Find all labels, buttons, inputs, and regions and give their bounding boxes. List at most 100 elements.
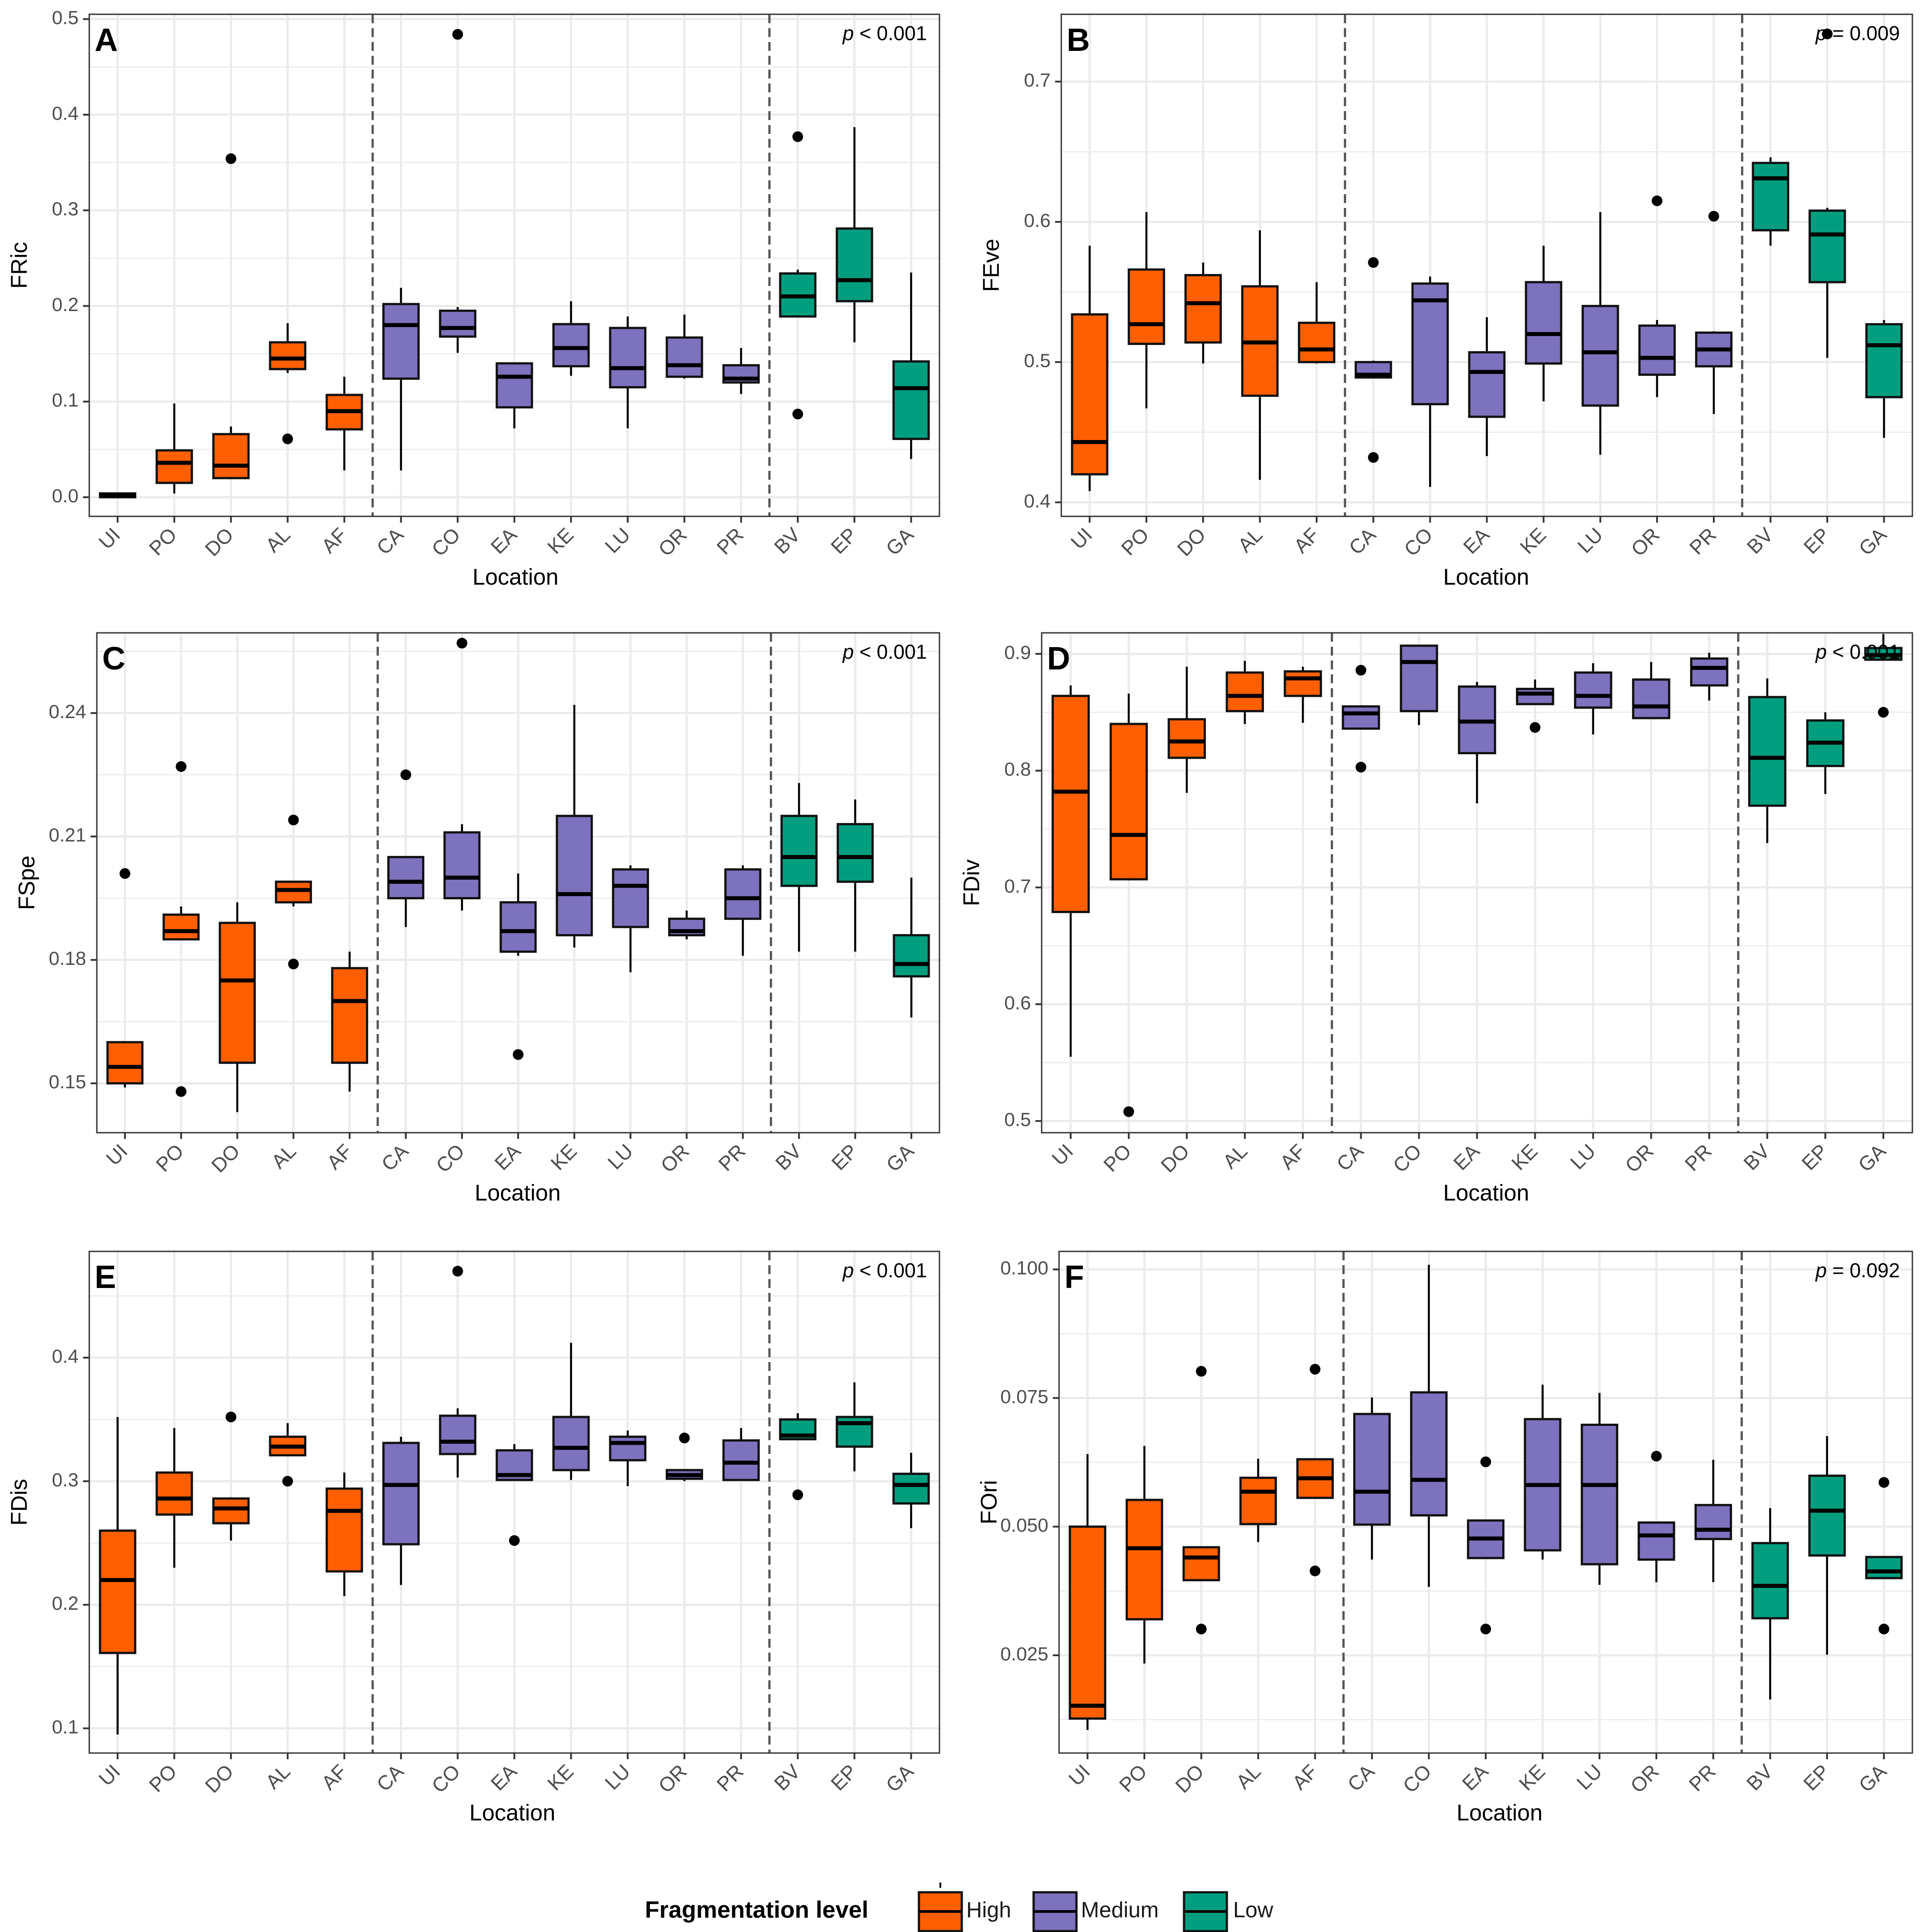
legend-label-low: Low: [1233, 1898, 1274, 1922]
box-ga: [892, 272, 930, 459]
p-value-e: p < 0.001: [842, 1259, 927, 1282]
p-value-f: p = 0.092: [1815, 1259, 1900, 1282]
box-outlier: [1651, 195, 1662, 206]
y-tick-label: 0.8: [1004, 759, 1031, 780]
box-outlier: [513, 1049, 524, 1060]
box-ep: [835, 1382, 873, 1471]
y-tick-label: 0.075: [1000, 1386, 1048, 1408]
legend-item-medium: Medium: [1032, 1891, 1159, 1932]
box-iqr: [1127, 268, 1165, 345]
box-ca: [1353, 1397, 1391, 1560]
box-iqr: [1342, 705, 1380, 730]
y-tick-label: 0.1: [52, 390, 79, 411]
box-outlier: [175, 761, 187, 772]
box-ep: [1806, 712, 1845, 794]
box-iqr: [331, 967, 368, 1064]
box-lu: [1574, 663, 1612, 735]
box-outlier: [792, 131, 803, 142]
box-iqr: [1690, 657, 1729, 687]
y-tick-label: 0.5: [1004, 1109, 1031, 1130]
box-ga: [1865, 320, 1903, 438]
box-outlier: [509, 1535, 520, 1546]
y-tick-label: 0.2: [52, 1593, 79, 1614]
y-tick-label: 0.3: [52, 199, 79, 220]
box-lu: [609, 1430, 647, 1487]
box-af: [325, 1472, 363, 1596]
box-do: [212, 1411, 250, 1541]
box-iqr: [212, 1497, 250, 1525]
box-iqr: [439, 1414, 477, 1455]
box-iqr: [609, 1435, 647, 1462]
box-outlier: [1822, 28, 1833, 39]
y-axis-title: FDis: [6, 1479, 32, 1526]
box-ke: [556, 705, 593, 948]
box-iqr: [443, 831, 481, 900]
box-ea: [1468, 317, 1506, 456]
box-ea: [495, 362, 533, 428]
box-iqr: [382, 1442, 420, 1546]
box-or: [1632, 662, 1670, 719]
box-do: [1182, 1366, 1220, 1635]
legend-label-medium: Medium: [1081, 1898, 1159, 1922]
panel-label-f: F: [1064, 1259, 1084, 1295]
box-al: [1239, 1458, 1277, 1542]
box-po: [155, 403, 193, 494]
box-iqr: [1226, 671, 1264, 712]
box-ui: [1051, 685, 1090, 1057]
y-tick-label: 0.4: [1024, 490, 1051, 512]
y-tick-label: 0.6: [1024, 210, 1051, 231]
box-or: [1637, 1450, 1675, 1583]
y-tick-label: 0.4: [52, 103, 79, 124]
box-iqr: [835, 227, 873, 303]
box-or: [1638, 195, 1676, 397]
box-po: [155, 1428, 193, 1568]
box-iqr: [325, 1487, 363, 1573]
box-pr: [724, 865, 761, 956]
box-iqr: [892, 360, 930, 440]
box-outlier: [282, 433, 293, 445]
box-iqr: [1580, 1424, 1618, 1566]
y-axis-title: FSpe: [14, 856, 39, 910]
box-pr: [722, 348, 760, 394]
x-axis-title: Location: [475, 1180, 561, 1205]
y-tick-label: 0.050: [1000, 1515, 1048, 1536]
box-iqr: [1168, 718, 1206, 759]
box-iqr: [892, 1472, 930, 1505]
box-do: [212, 153, 250, 479]
y-tick-label: 0.9: [1004, 642, 1031, 663]
box-outlier: [1480, 1624, 1491, 1635]
box-outlier: [225, 153, 237, 164]
box-iqr: [382, 303, 420, 380]
box-ui: [99, 492, 137, 499]
box-iqr: [1574, 671, 1612, 709]
box-iqr: [722, 1439, 760, 1481]
box-outlier: [1529, 722, 1541, 733]
box-al: [275, 814, 312, 970]
panel-label-b: B: [1067, 22, 1090, 58]
box-ui: [1071, 245, 1109, 491]
y-tick-label: 0.7: [1004, 876, 1031, 897]
panel-label-a: A: [95, 22, 118, 58]
box-do: [219, 902, 256, 1112]
box-al: [269, 1423, 307, 1487]
box-bv: [1752, 157, 1790, 246]
box-al: [1226, 661, 1264, 724]
box-iqr: [1637, 1521, 1675, 1561]
box-iqr: [1865, 323, 1903, 399]
box-iqr: [269, 341, 307, 370]
panel-a: 0.00.10.20.30.40.5UI PO DO AL AF CA CO EA KE LU OR…: [6, 7, 940, 590]
box-ea: [1467, 1456, 1505, 1635]
box-iqr: [1298, 321, 1336, 363]
box-outlier: [452, 1266, 463, 1277]
box-pr: [1690, 652, 1729, 701]
box-iqr: [387, 856, 424, 900]
legend: Fragmentation level High Medium Low: [645, 1882, 1274, 1932]
box-lu: [1580, 1393, 1618, 1585]
box-ke: [1524, 1384, 1562, 1560]
box-iqr: [1808, 1475, 1846, 1557]
box-outlier: [1480, 1456, 1491, 1467]
box-ga: [1864, 634, 1903, 718]
box-do: [1168, 666, 1206, 793]
